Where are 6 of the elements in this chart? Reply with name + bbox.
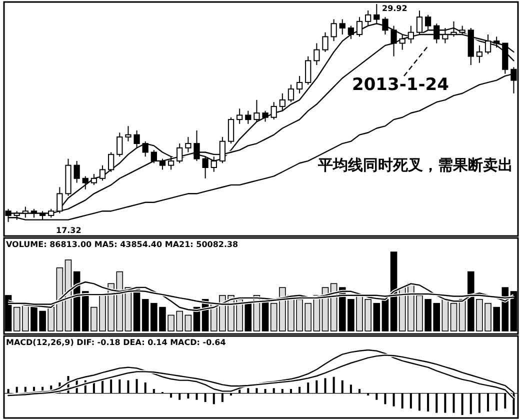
chart-title: VOLUME: 86813.00 MA5: 43854.40 MA21: 50082.38 xyxy=(6,240,239,249)
annotation: 2013-1-24 xyxy=(352,75,450,95)
annotation: 平均线同时死叉，需果断卖出 xyxy=(317,156,513,174)
text: 17.32 xyxy=(56,226,82,235)
chart-title: MACD(12,26,9) DIF: -0.18 DEA: 0.14 MACD: -0.64 xyxy=(6,338,226,347)
annotation: 29.92 xyxy=(382,4,408,13)
